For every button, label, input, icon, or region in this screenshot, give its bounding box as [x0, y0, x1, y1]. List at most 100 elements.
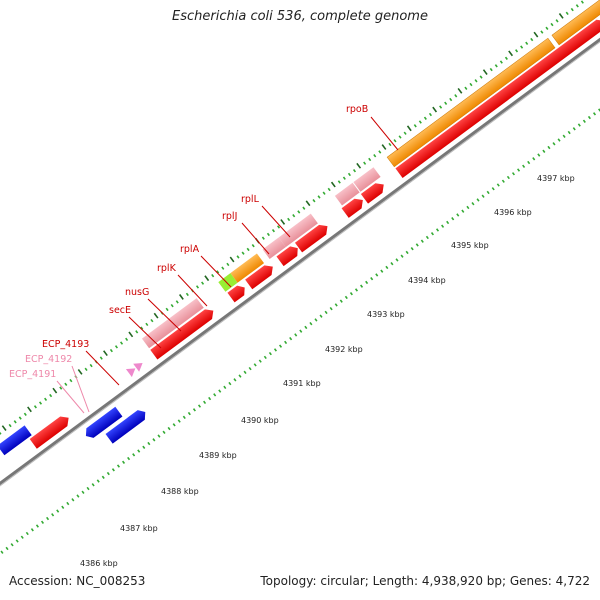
gene-label[interactable]: rplL	[241, 194, 260, 205]
outer-tick	[52, 387, 58, 394]
genome-backbone	[0, 6, 600, 544]
outer-tick	[327, 187, 331, 192]
outer-tick	[457, 87, 463, 94]
gene-nusG-bar[interactable]	[230, 253, 265, 283]
cds-ECP_4193-arrow[interactable]	[150, 306, 217, 360]
cds-blue-arrow-3[interactable]	[0, 425, 32, 456]
cds-ECP_4191-arrow[interactable]	[125, 364, 138, 378]
genome-backbone-shadow	[0, 8, 600, 545]
outer-tick	[276, 225, 281, 229]
outer-tick	[287, 217, 291, 222]
cds-blue-arrow-1[interactable]	[82, 406, 123, 441]
outer-tick	[469, 82, 473, 87]
inner-tick	[66, 501, 70, 506]
inner-tick	[365, 280, 369, 285]
cds-rplJ-arrow[interactable]	[341, 195, 367, 218]
gene-rpoB-bar-2[interactable]	[551, 0, 600, 46]
gene-rplA-bar[interactable]	[278, 213, 318, 248]
inner-tick	[147, 441, 151, 446]
cds-rplK-arrow[interactable]	[276, 243, 301, 267]
cds-blue-arrow-2[interactable]	[105, 407, 149, 444]
inner-tick	[96, 479, 100, 483]
outer-tick	[99, 356, 103, 360]
cds-rplL-arrow[interactable]	[360, 180, 387, 204]
inner-tick	[451, 217, 455, 221]
inner-tick	[562, 134, 566, 138]
outer-tick	[211, 273, 215, 278]
outer-tick	[77, 368, 83, 375]
inner-tick	[56, 509, 60, 513]
outer-tick	[292, 214, 296, 218]
inner-tick	[425, 235, 429, 240]
cds-ECP_4192-arrow[interactable]	[133, 359, 145, 372]
outer-tick	[13, 420, 17, 424]
outer-tick	[378, 150, 382, 154]
gene-label[interactable]: ECP_4192	[25, 354, 72, 365]
outer-tick	[170, 303, 174, 308]
outer-tick	[413, 124, 417, 128]
inner-tick	[542, 149, 546, 153]
outer-tick	[150, 318, 154, 323]
outer-tick	[479, 75, 483, 79]
outer-tick	[533, 31, 539, 38]
inner-tick	[527, 160, 531, 165]
cds-nusG-arrow[interactable]	[245, 262, 276, 290]
inner-tick	[167, 426, 171, 431]
inner-tick	[354, 288, 359, 292]
outer-tick	[342, 176, 346, 180]
outer-tick	[403, 131, 407, 135]
inner-tick	[491, 187, 495, 191]
outer-tick	[69, 378, 73, 383]
gene-leader-line	[147, 298, 182, 332]
outer-tick	[312, 199, 316, 203]
cds-rpoB-arrow[interactable]	[395, 16, 600, 179]
outer-tick	[302, 206, 306, 210]
gene-label[interactable]: rpoB	[346, 104, 368, 115]
outer-tick	[482, 69, 488, 75]
outer-tick	[474, 79, 478, 83]
outer-tick	[8, 423, 12, 428]
outer-tick	[175, 300, 179, 304]
outer-tick	[120, 341, 124, 345]
outer-tick	[23, 412, 27, 416]
outer-tick	[565, 11, 569, 16]
outer-tick	[27, 406, 32, 413]
outer-tick	[49, 393, 53, 398]
gene-label[interactable]: secE	[109, 305, 131, 316]
inner-tick	[40, 520, 45, 524]
scale-tick-label: 4389 kbp	[199, 451, 237, 460]
inner-tick	[532, 157, 536, 161]
scale-tick-label: 4396 kbp	[494, 208, 532, 217]
inner-tick	[15, 539, 19, 543]
outer-tick	[84, 367, 88, 372]
gene-label[interactable]: rplJ	[222, 211, 237, 222]
gene-leader-line	[71, 365, 90, 413]
gene-label[interactable]: ECP_4191	[9, 369, 56, 380]
scale-tick-label: 4388 kbp	[161, 487, 199, 496]
cds-secE-arrow[interactable]	[227, 283, 248, 303]
inner-tick	[486, 190, 490, 195]
inner-tick	[51, 513, 55, 517]
gene-label[interactable]: ECP_4193	[42, 339, 89, 350]
inner-tick	[30, 528, 34, 532]
outer-tick	[418, 120, 422, 124]
inner-tick	[0, 550, 4, 554]
gene-rpoB-bar[interactable]	[386, 37, 556, 168]
cds-rplA-arrow[interactable]	[294, 221, 331, 253]
inner-tick	[370, 277, 374, 281]
gene-secE-bar[interactable]	[218, 273, 238, 292]
outer-tick	[165, 307, 169, 312]
gene-label[interactable]: rplA	[180, 244, 200, 255]
outer-tick	[428, 112, 432, 117]
inner-tick	[203, 400, 207, 405]
inner-tick	[248, 366, 252, 371]
gene-label[interactable]: nusG	[125, 287, 149, 298]
gene-rplL-bar[interactable]	[353, 167, 381, 192]
cds-left-arrow[interactable]	[29, 413, 73, 449]
outer-tick	[125, 337, 129, 342]
outer-tick	[195, 285, 200, 289]
gene-label[interactable]: rplK	[157, 263, 177, 274]
genome-summary: Topology: circular; Length: 4,938,920 bp…	[260, 574, 590, 588]
gene-rplJ-bar[interactable]	[334, 182, 360, 206]
